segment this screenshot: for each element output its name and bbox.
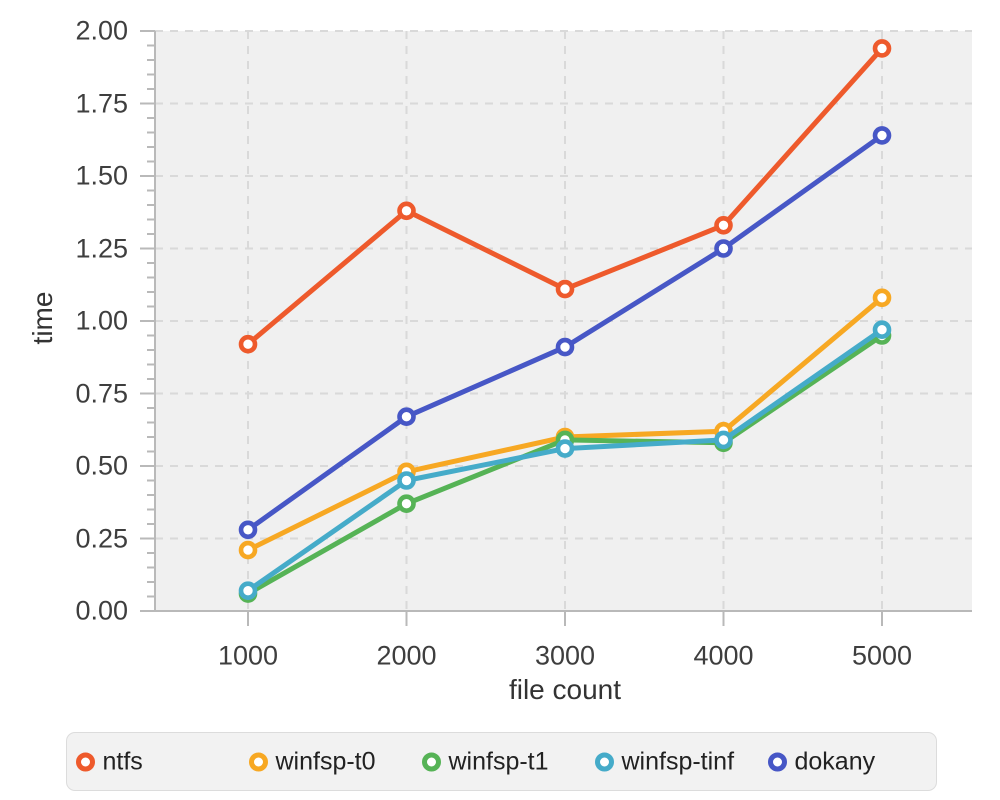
legend-label-winfsp-t0: winfsp-t0 [275, 747, 376, 775]
x-tick-label-3000: 3000 [534, 640, 596, 671]
marker-dokany-2000 [397, 407, 416, 427]
legend-marker-dokany-icon [767, 752, 787, 771]
legend: ntfs winfsp-t0 winfsp-t1 winfsp-tinf dokany [66, 732, 937, 791]
legend-item-ntfs: ntfs [75, 747, 143, 776]
y-tick-label-0.75: 0.75 [75, 378, 128, 408]
marker-winfsp-tinf-2000 [397, 471, 416, 490]
marker-ntfs-3000 [555, 279, 575, 299]
marker-dokany-3000 [555, 337, 575, 357]
legend-item-winfsp-tinf: winfsp-tinf [594, 747, 735, 776]
marker-winfsp-tinf-1000 [238, 581, 258, 601]
y-axis-title: time [27, 291, 58, 345]
legend-marker-winfsp-t1-icon [421, 752, 441, 771]
marker-ntfs-5000 [872, 39, 892, 58]
y-tick-label-2.00: 2.00 [75, 15, 128, 46]
x-tick-label-1000: 1000 [217, 640, 279, 671]
legend-item-winfsp-t0: winfsp-t0 [248, 747, 376, 776]
legend-label-dokany: dokany [794, 747, 876, 775]
y-tick-label-0.50: 0.50 [75, 450, 128, 481]
y-tick-label-0.00: 0.00 [75, 595, 128, 626]
y-tick-label-1.50: 1.50 [75, 160, 128, 191]
marker-winfsp-t1-2000 [397, 494, 416, 514]
legend-marker-winfsp-t0-icon [248, 752, 268, 771]
y-tick-label-1.75: 1.75 [75, 88, 128, 118]
y-tick-label-1.25: 1.25 [75, 233, 128, 263]
x-tick-label-4000: 4000 [693, 640, 754, 671]
legend-label-ntfs: ntfs [102, 747, 143, 775]
marker-dokany-1000 [238, 520, 258, 540]
x-axis-title: file count [508, 674, 622, 705]
legend-marker-winfsp-tinf-icon [594, 752, 614, 771]
legend-item-winfsp-t1: winfsp-t1 [421, 747, 549, 776]
legend-item-dokany: dokany [767, 747, 876, 776]
legend-label-winfsp-t1: winfsp-t1 [448, 747, 549, 775]
marker-winfsp-tinf-3000 [555, 439, 575, 458]
marker-winfsp-t0-5000 [872, 288, 892, 308]
marker-winfsp-t0-1000 [238, 540, 258, 560]
marker-dokany-4000 [714, 239, 733, 258]
y-tick-label-1.00: 1.00 [75, 305, 128, 336]
marker-ntfs-1000 [238, 334, 258, 354]
legend-label-winfsp-tinf: winfsp-tinf [621, 747, 735, 775]
marker-dokany-5000 [872, 126, 892, 145]
legend-marker-ntfs-icon [75, 752, 95, 771]
marker-ntfs-2000 [397, 201, 416, 221]
marker-winfsp-tinf-4000 [714, 430, 733, 450]
marker-winfsp-tinf-5000 [872, 320, 892, 340]
x-tick-label-5000: 5000 [851, 640, 913, 671]
y-tick-label-0.25: 0.25 [75, 523, 128, 553]
x-tick-label-2000: 2000 [376, 640, 437, 671]
marker-ntfs-4000 [714, 216, 733, 235]
